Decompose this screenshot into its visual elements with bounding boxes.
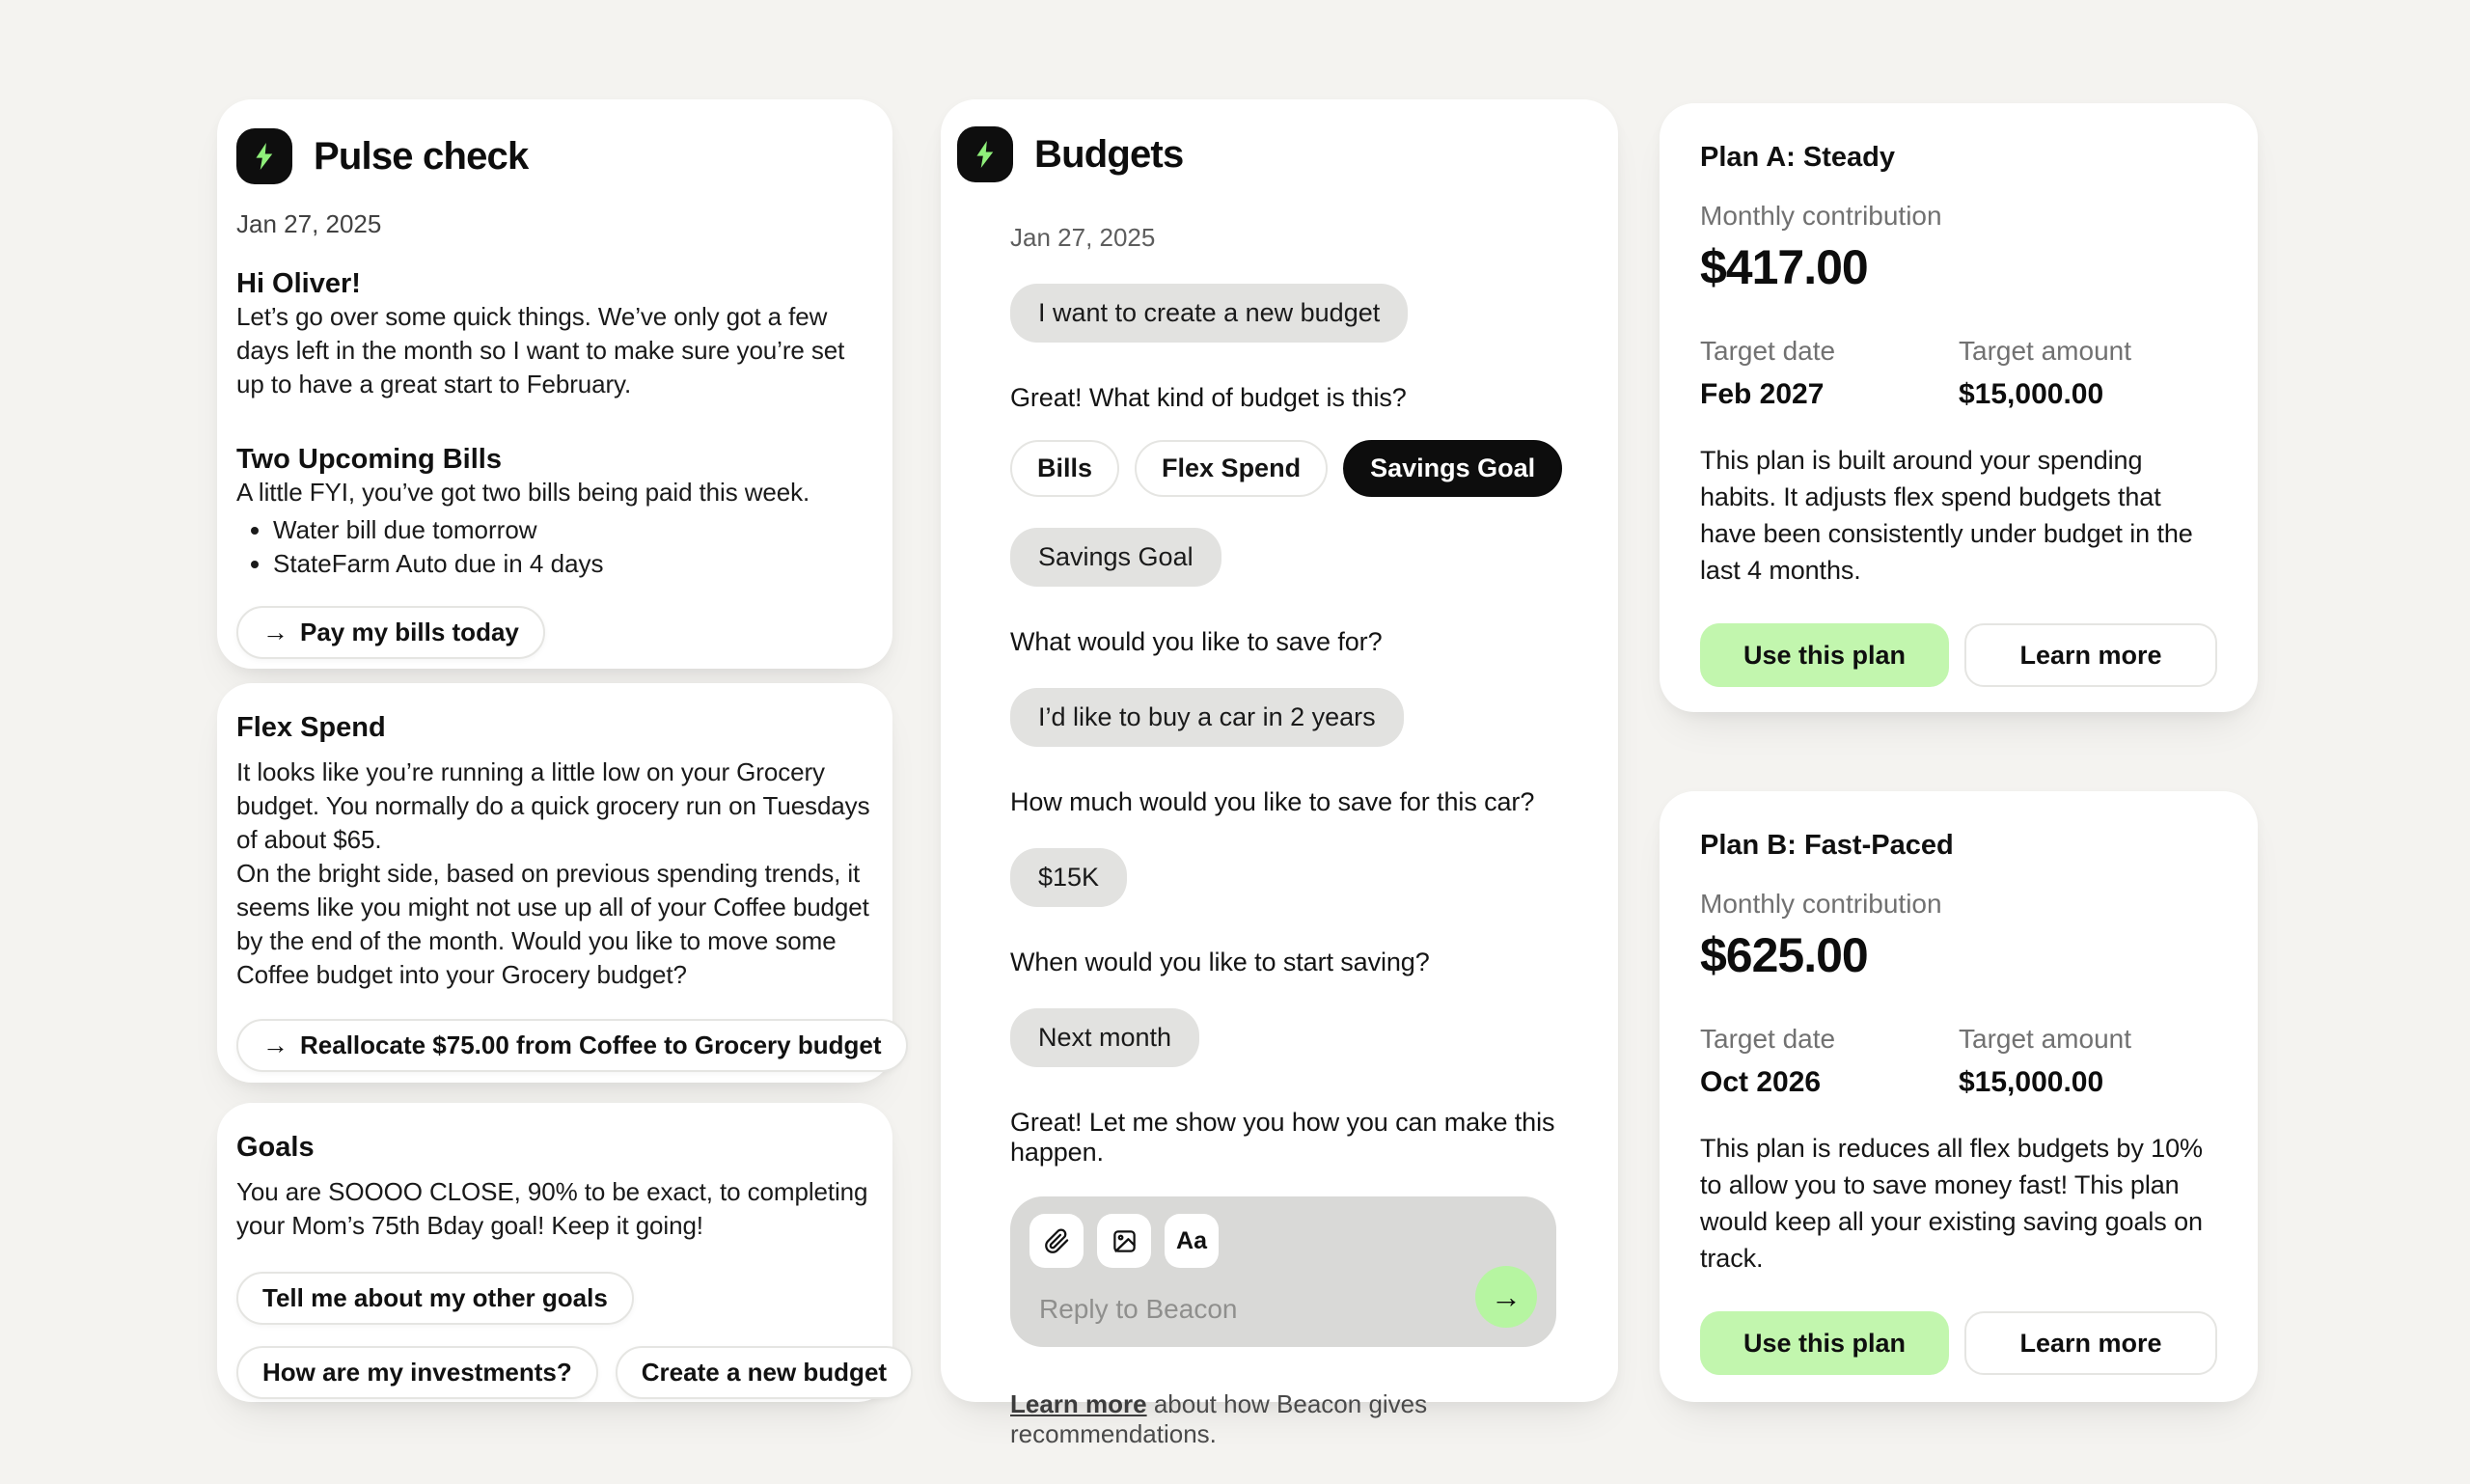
plan-targets: Target date Oct 2026 Target amount $15,0…: [1700, 1024, 2217, 1099]
pulse-date: Jan 27, 2025: [236, 209, 382, 238]
arrow-right-icon: →: [1491, 1278, 1522, 1314]
user-message: I’d like to buy a car in 2 years: [1010, 688, 1404, 747]
image-icon[interactable]: [1097, 1214, 1151, 1268]
target-amount-value: $15,000.00: [1959, 1066, 2104, 1098]
user-message: I want to create a new budget: [1010, 284, 1409, 343]
create-budget-button[interactable]: Create a new budget: [615, 1346, 914, 1399]
use-this-plan-button[interactable]: Use this plan: [1700, 623, 1949, 687]
contribution-label: Monthly contribution: [1700, 201, 1942, 231]
user-message: Next month: [1010, 1008, 1200, 1067]
user-message: $15K: [1010, 848, 1128, 907]
bot-message: What would you like to save for?: [1010, 627, 1383, 656]
flex-spend-heading: Flex Spend: [236, 712, 386, 743]
flex-spend-card: Flex Spend It looks like you’re running …: [217, 683, 908, 1083]
contribution-amount: $625.00: [1700, 928, 1869, 982]
budgets-card: Budgets Jan 27, 2025 I want to create a …: [941, 99, 1618, 1448]
flex-spend-paragraph-1: It looks like you’re running a little lo…: [236, 757, 870, 854]
pulse-check-card: Pulse check Jan 27, 2025 Hi Oliver! Let’…: [217, 99, 892, 669]
goals-card: Goals You are SOOOO CLOSE, 90% to be exa…: [217, 1103, 914, 1402]
use-this-plan-button[interactable]: Use this plan: [1700, 1311, 1949, 1375]
budget-type-chips: Bills Flex Spend Savings Goal: [1010, 440, 1563, 497]
plan-targets: Target date Feb 2027 Target amount $15,0…: [1700, 336, 2217, 411]
learn-more-button[interactable]: Learn more: [1964, 1311, 2217, 1375]
conversation-date: Jan 27, 2025: [1010, 223, 1156, 252]
target-amount-label: Target amount: [1959, 336, 2131, 366]
pulse-intro: Let’s go over some quick things. We’ve o…: [236, 302, 845, 398]
investments-button[interactable]: How are my investments?: [236, 1346, 598, 1399]
chip-bills[interactable]: Bills: [1010, 440, 1120, 497]
chip-flex-spend[interactable]: Flex Spend: [1135, 440, 1329, 497]
target-date-label: Target date: [1700, 336, 1836, 366]
composer-toolbar: Aa: [1029, 1214, 1219, 1268]
bills-note: A little FYI, you’ve got two bills being…: [236, 478, 810, 507]
bot-message: Great! Let me show you how you can make …: [1010, 1108, 1555, 1167]
list-item: Water bill due tomorrow: [273, 513, 873, 547]
arrow-right-icon: →: [262, 1031, 288, 1059]
paperclip-icon[interactable]: [1029, 1214, 1084, 1268]
bills-list: Water bill due tomorrow StateFarm Auto d…: [236, 513, 873, 581]
bot-message: Great! What kind of budget is this?: [1010, 383, 1407, 412]
target-amount-label: Target amount: [1959, 1024, 2131, 1054]
reply-input[interactable]: [1037, 1293, 1466, 1326]
arrow-right-icon: →: [262, 618, 288, 646]
pulse-check-header: Pulse check: [236, 128, 873, 184]
goals-text: You are SOOOO CLOSE, 90% to be exact, to…: [236, 1177, 868, 1240]
bills-heading: Two Upcoming Bills: [236, 444, 502, 475]
bot-message: When would you like to start saving?: [1010, 948, 1430, 976]
reallocate-button[interactable]: → Reallocate $75.00 from Coffee to Groce…: [236, 1019, 908, 1072]
page-title: Budgets: [1034, 132, 1184, 176]
plan-description: This plan is reduces all flex budgets by…: [1700, 1134, 2203, 1273]
learn-more-link[interactable]: Learn more: [1010, 1389, 1147, 1418]
greeting: Hi Oliver!: [236, 268, 361, 299]
contribution-amount: $417.00: [1700, 240, 1869, 294]
plan-a-card: Plan A: Steady Monthly contribution $417…: [1660, 103, 2258, 712]
budgets-header: Budgets: [941, 126, 1618, 182]
flex-spend-paragraph-2: On the bright side, based on previous sp…: [236, 859, 869, 989]
chip-savings-goal-selected[interactable]: Savings Goal: [1343, 440, 1563, 497]
plan-description: This plan is built around your spending …: [1700, 446, 2193, 585]
recommendations-footnote: Learn more about how Beacon gives recomm…: [1010, 1389, 1428, 1448]
budget-conversation: Jan 27, 2025 I want to create a new budg…: [941, 223, 1618, 1449]
reply-composer[interactable]: Aa →: [1010, 1196, 1556, 1347]
page-title: Pulse check: [314, 134, 529, 178]
send-button[interactable]: →: [1475, 1266, 1537, 1328]
bot-message: How much would you like to save for this…: [1010, 787, 1535, 816]
plan-title: Plan B: Fast-Paced: [1700, 830, 1954, 861]
user-message: Savings Goal: [1010, 528, 1221, 587]
goals-heading: Goals: [236, 1132, 315, 1163]
plan-title: Plan A: Steady: [1700, 142, 1895, 173]
target-date-value: Feb 2027: [1700, 378, 1825, 410]
target-date-label: Target date: [1700, 1024, 1836, 1054]
contribution-label: Monthly contribution: [1700, 889, 1942, 919]
lightning-bolt-icon: [957, 126, 1013, 182]
plan-b-card: Plan B: Fast-Paced Monthly contribution …: [1660, 791, 2258, 1402]
target-date-value: Oct 2026: [1700, 1066, 1822, 1098]
lightning-bolt-icon: [236, 128, 292, 184]
target-amount-value: $15,000.00: [1959, 378, 2104, 410]
text-format-icon[interactable]: Aa: [1165, 1214, 1219, 1268]
other-goals-button[interactable]: Tell me about my other goals: [236, 1272, 634, 1325]
list-item: StateFarm Auto due in 4 days: [273, 547, 873, 581]
pay-bills-button[interactable]: → Pay my bills today: [236, 606, 545, 659]
learn-more-button[interactable]: Learn more: [1964, 623, 2217, 687]
